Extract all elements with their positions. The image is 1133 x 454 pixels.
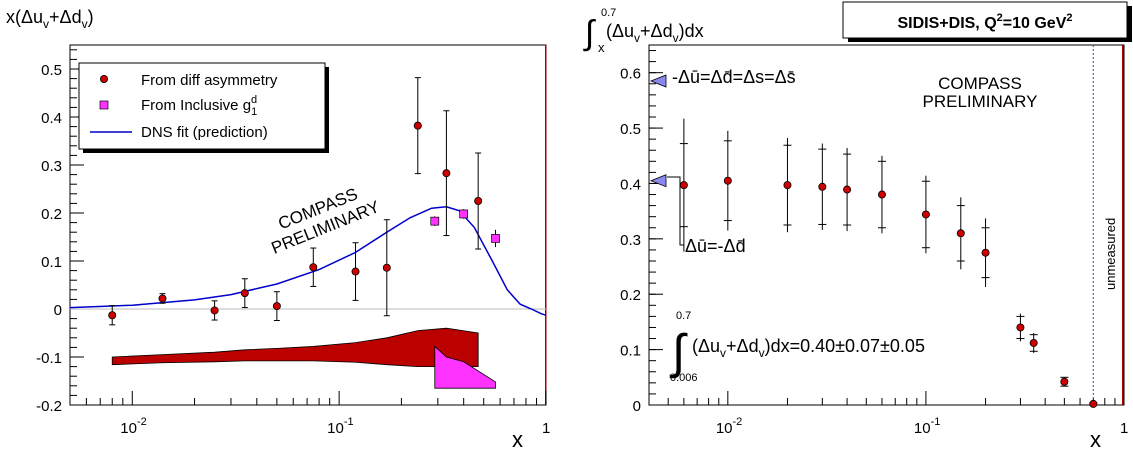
integral-point	[1016, 323, 1025, 332]
diff-point	[158, 294, 167, 303]
left-ytick-label: 0.3	[41, 158, 62, 175]
integral-annotation: ∫ 0.7 0.006 (Δuv+Δdv)dx=0.40±0.07±0.05	[669, 310, 925, 384]
integral-lower-limit: 0.006	[670, 372, 698, 384]
left-xtick-label: 10-2	[120, 416, 146, 437]
axis-arrow-marker	[649, 174, 667, 188]
left-x-axis: 10-2 10-1 1	[69, 391, 550, 437]
right-xtick-label: 10-1	[914, 416, 940, 437]
diff-point	[108, 311, 117, 320]
right-ylabel-upper-limit: 0.7	[601, 7, 616, 19]
left-y-axis: -0.2 -0.1 0 0.1 0.2 0.3 0.4 0.5	[36, 49, 84, 415]
left-xtick-label: 1	[542, 420, 550, 437]
left-ytick-label: -0.2	[36, 398, 62, 415]
left-ytick-label: 0.5	[41, 62, 62, 79]
integral-point	[1089, 399, 1098, 408]
integral-point	[679, 181, 688, 190]
right-ytick-label: 0.2	[620, 287, 641, 304]
inclusive-point	[459, 209, 469, 219]
diff-point	[240, 289, 249, 298]
integral-upper-limit: 0.7	[676, 310, 691, 322]
inclusive-point	[430, 216, 440, 226]
integral-point	[1060, 377, 1069, 386]
right-ytick-label: 0.1	[620, 343, 641, 360]
inclusive-point	[491, 234, 500, 243]
legend-marker-diff	[100, 75, 109, 84]
diff-point	[442, 169, 451, 178]
diff-point	[413, 121, 422, 130]
diff-point	[351, 267, 360, 276]
integral-point	[723, 176, 732, 185]
right-ylabel: ∫ 0.7 x (Δuv+Δdv)dx	[583, 7, 704, 55]
right-ylabel-lower-limit: x	[598, 40, 605, 55]
right-xtick-label: 1	[1120, 420, 1128, 437]
annot-mid-connector	[667, 176, 684, 246]
integral-point	[818, 182, 827, 191]
annot-mid: Δū=-Δd̄	[685, 236, 746, 256]
legend-item-diff: From diff asymmetry	[141, 72, 278, 89]
right-axis-markers	[649, 74, 667, 188]
right-watermark-line2: PRELIMINARY	[923, 92, 1038, 111]
integral-sign: ∫	[669, 326, 688, 379]
annot-top: -Δū=Δd̄=Δs=Δs̄	[672, 67, 796, 87]
right-ylabel-text: (Δuv+Δdv)dx	[606, 21, 704, 45]
axis-arrow-marker	[649, 74, 667, 88]
left-legend: From diff asymmetry From Inclusive gd 1 D…	[78, 62, 329, 153]
integral-point	[783, 181, 792, 190]
left-ylabel: x(Δuv+Δdv)	[6, 7, 94, 31]
legend-item-inclusive: From Inclusive gd 1	[141, 94, 257, 118]
integral-point	[877, 190, 886, 199]
diff-point	[309, 263, 318, 272]
left-ytick-label: 0.2	[41, 206, 62, 223]
integral-point	[921, 210, 930, 219]
left-watermark: COMPASS PRELIMINARY	[269, 184, 383, 257]
legend-box	[78, 62, 326, 150]
syst-band	[111, 327, 479, 368]
legend-marker-inclusive	[99, 100, 109, 110]
right-watermark-line1: COMPASS	[938, 74, 1022, 93]
left-ytick-label: 0	[54, 302, 62, 319]
integral-point	[981, 248, 990, 257]
syst-band	[434, 345, 496, 389]
right-y-axis: 0 0.1 0.2 0.3 0.4 0.5 0.6	[620, 50, 663, 415]
integral-point	[956, 229, 965, 238]
unmeasured-label: unmeasured	[1103, 218, 1118, 290]
diff-point	[382, 263, 391, 272]
right-ylabel-integral-sign: ∫	[583, 14, 596, 52]
left-ytick-label: 0.4	[41, 110, 62, 127]
right-data-points	[679, 118, 1098, 408]
right-xlabel: x	[1090, 427, 1101, 452]
left-chart: x(Δuv+Δdv) x -0.2 -0.1 0 0.1 0.2 0.3 0.4 0.5 10…	[6, 7, 550, 452]
integral-text: (Δuv+Δdv)dx=0.40±0.07±0.05	[692, 336, 925, 360]
legend-item-fit: DNS fit (prediction)	[141, 124, 268, 141]
integral-point	[843, 185, 852, 194]
left-xtick-label: 10-1	[327, 416, 353, 437]
left-ytick-label: -0.1	[36, 350, 62, 367]
diff-point	[474, 196, 483, 205]
diff-point	[272, 302, 281, 311]
right-ytick-label: 0.6	[620, 66, 641, 83]
left-data-points	[108, 77, 500, 326]
diff-point	[210, 306, 219, 315]
right-title: SIDIS+DIS, Q2=10 GeV2	[898, 12, 1073, 32]
title-box	[842, 1, 1128, 39]
right-x-axis: 10-2 10-1 1	[648, 391, 1128, 437]
right-chart: SIDIS+DIS, Q2=10 GeV2 ∫ 0.7 x (Δuv+Δdv)d…	[583, 1, 1132, 452]
right-xtick-label: 10-2	[716, 416, 742, 437]
right-ytick-label: 0.5	[620, 121, 641, 138]
integral-point	[1029, 338, 1038, 347]
left-plot-right-edge	[545, 45, 547, 405]
right-ytick-label: 0	[633, 398, 641, 415]
left-xlabel: x	[512, 427, 523, 452]
left-ytick-label: 0.1	[41, 254, 62, 271]
right-plot-frame	[648, 44, 1125, 406]
right-ytick-label: 0.4	[620, 176, 641, 193]
right-plot-right-edge	[1122, 45, 1124, 405]
right-ytick-label: 0.3	[620, 232, 641, 249]
dns-fit-curve	[69, 206, 547, 316]
left-syst-bands	[111, 327, 496, 389]
